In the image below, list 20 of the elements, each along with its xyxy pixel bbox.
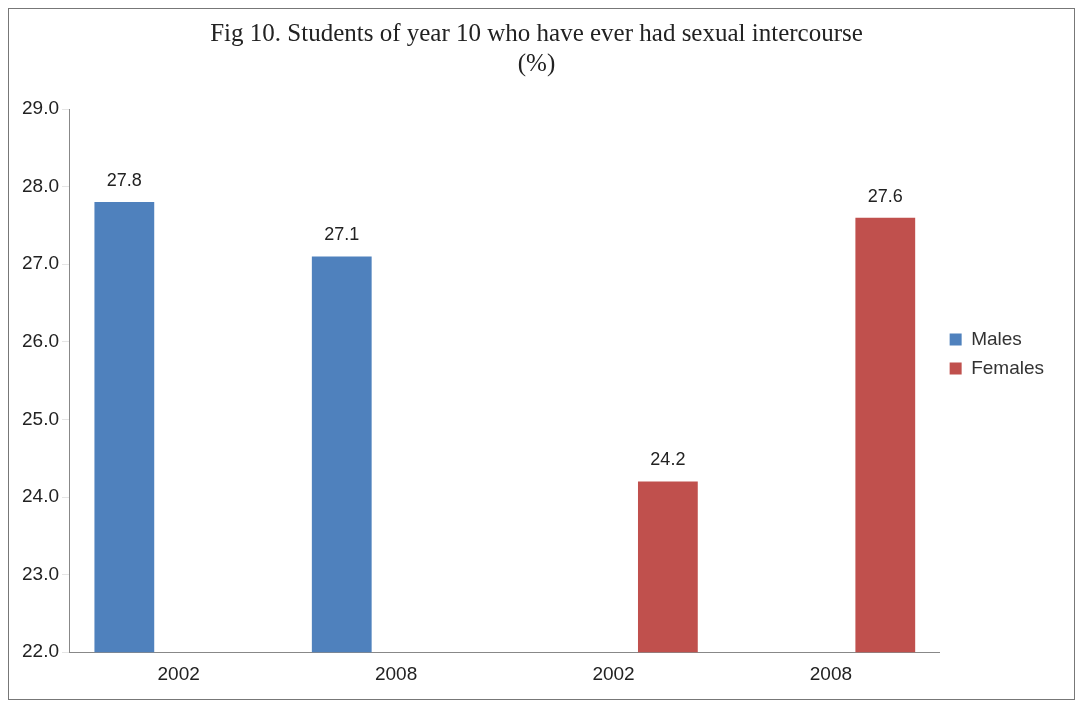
x-tick-label: 2008 (809, 662, 853, 684)
legend-label: Males (971, 327, 1022, 349)
y-tick-label: 23.0 (22, 562, 59, 584)
x-tick-label: 2002 (157, 662, 200, 684)
y-tick-label: 29.0 (22, 97, 59, 119)
data-label: 27.1 (324, 224, 360, 245)
y-tick-label: 22.0 (22, 640, 59, 662)
x-tick-label: 2008 (374, 662, 418, 684)
data-label: 27.8 (106, 170, 142, 191)
legend-label: Females (971, 356, 1044, 378)
x-tick-label: 2002 (592, 662, 635, 684)
data-label: 24.2 (650, 449, 686, 470)
text: (%) (517, 48, 556, 76)
y-tick-label: 28.0 (22, 174, 59, 196)
y-tick-label: 24.0 (22, 485, 59, 507)
y-tick-label: 27.0 (22, 252, 59, 274)
y-tick-label: 26.0 (22, 330, 59, 352)
y-tick-label: 25.0 (22, 407, 59, 429)
text: Fig 10. Students of year 10 who have ever had sexual intercourse (210, 18, 863, 46)
data-label: 27.6 (867, 185, 903, 206)
